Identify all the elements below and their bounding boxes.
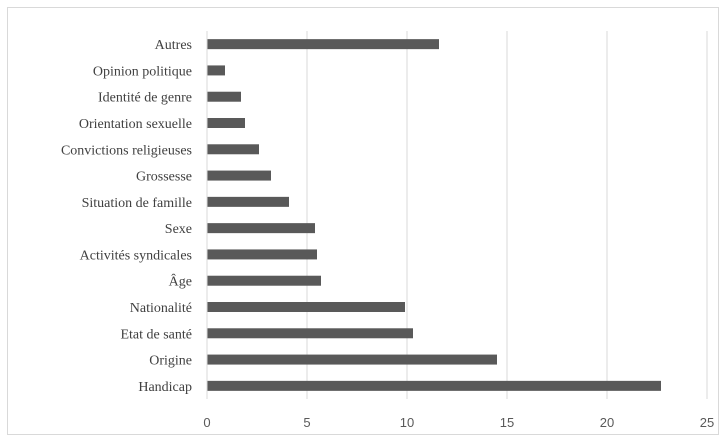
bar bbox=[207, 249, 317, 260]
category-label: Activités syndicales bbox=[80, 248, 192, 263]
category-label: Identité de genre bbox=[98, 91, 192, 106]
x-tick-label: 25 bbox=[700, 415, 714, 430]
x-tick-label: 0 bbox=[203, 415, 210, 430]
category-label: Âge bbox=[169, 273, 192, 290]
bar bbox=[207, 118, 245, 128]
bar bbox=[207, 170, 271, 181]
grid-lines bbox=[306, 31, 708, 399]
x-tick-label: 5 bbox=[303, 415, 310, 430]
category-label: Origine bbox=[149, 354, 192, 369]
bar bbox=[207, 328, 413, 339]
category-label: Etat de santé bbox=[120, 327, 192, 342]
bar bbox=[207, 223, 315, 234]
x-tick-label: 15 bbox=[500, 415, 514, 430]
bar bbox=[207, 91, 241, 102]
bar bbox=[207, 39, 439, 50]
category-label: Grossesse bbox=[136, 170, 192, 185]
category-label: Nationalité bbox=[130, 301, 192, 316]
bar bbox=[207, 196, 289, 207]
x-tick-label: 10 bbox=[400, 415, 414, 430]
category-label: Orientation sexuelle bbox=[79, 117, 192, 132]
bar bbox=[207, 380, 661, 391]
category-label: Sexe bbox=[165, 222, 192, 237]
bar bbox=[207, 144, 259, 155]
category-label: Situation de famille bbox=[82, 196, 192, 211]
bar bbox=[207, 302, 405, 312]
x-tick-label: 20 bbox=[600, 415, 614, 430]
bars bbox=[207, 39, 661, 391]
category-labels: Autres Opinion politique Identité de genre… bbox=[61, 38, 192, 395]
category-label: Autres bbox=[155, 38, 192, 53]
bar bbox=[207, 275, 321, 286]
category-label: Convictions religieuses bbox=[61, 143, 192, 158]
bar bbox=[207, 354, 497, 365]
category-label: Handicap bbox=[138, 380, 192, 395]
x-axis-tick-labels: 0 5 10 15 20 25 bbox=[203, 415, 714, 430]
category-label: Opinion politique bbox=[93, 64, 192, 79]
bar bbox=[207, 65, 225, 76]
